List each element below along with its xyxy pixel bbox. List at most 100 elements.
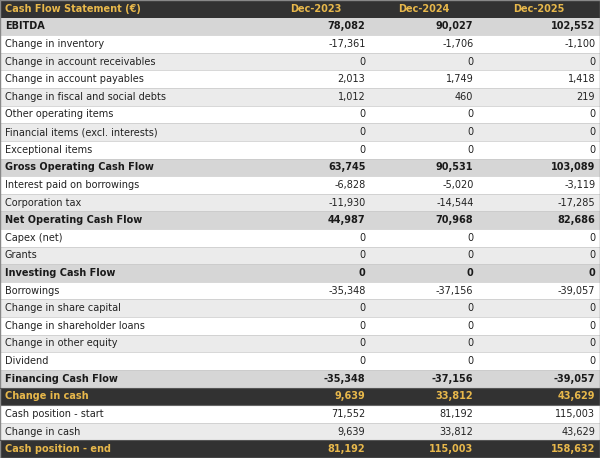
Text: EBITDA: EBITDA [5, 22, 44, 32]
Text: 71,552: 71,552 [331, 409, 365, 419]
Text: Change in account receivables: Change in account receivables [5, 57, 155, 67]
Text: 0: 0 [467, 109, 473, 120]
Bar [0, 370, 600, 387]
Bar [0, 71, 600, 88]
Text: 81,192: 81,192 [328, 444, 365, 454]
Text: 0: 0 [359, 233, 365, 243]
Text: 81,192: 81,192 [440, 409, 473, 419]
Text: -35,348: -35,348 [324, 374, 365, 384]
Text: Interest paid on borrowings: Interest paid on borrowings [5, 180, 139, 190]
Bar [0, 123, 600, 141]
Bar [0, 53, 600, 71]
Text: 43,629: 43,629 [562, 426, 595, 436]
Text: 0: 0 [589, 268, 595, 278]
Text: Dec-2023: Dec-2023 [290, 4, 341, 14]
Text: 63,745: 63,745 [328, 162, 365, 172]
Text: 0: 0 [589, 321, 595, 331]
Text: 44,987: 44,987 [328, 215, 365, 225]
Text: Change in cash: Change in cash [5, 391, 88, 401]
Text: 90,531: 90,531 [436, 162, 473, 172]
Text: -39,057: -39,057 [558, 286, 595, 296]
Text: Cash position - start: Cash position - start [5, 409, 103, 419]
Text: Corporation tax: Corporation tax [5, 197, 81, 207]
Text: Dec-2024: Dec-2024 [398, 4, 450, 14]
Text: 0: 0 [589, 57, 595, 67]
Text: 78,082: 78,082 [328, 22, 365, 32]
Text: Investing Cash Flow: Investing Cash Flow [5, 268, 115, 278]
Text: 0: 0 [467, 338, 473, 349]
Text: 0: 0 [467, 251, 473, 261]
Text: Change in account payables: Change in account payables [5, 74, 143, 84]
Text: -1,706: -1,706 [442, 39, 473, 49]
Text: 0: 0 [467, 321, 473, 331]
Bar [0, 441, 600, 458]
Text: 1,418: 1,418 [568, 74, 595, 84]
Text: 1,012: 1,012 [338, 92, 365, 102]
Text: -37,156: -37,156 [436, 286, 473, 296]
Text: 0: 0 [359, 268, 365, 278]
Text: 9,639: 9,639 [338, 426, 365, 436]
Text: Other operating items: Other operating items [5, 109, 113, 120]
Text: 90,027: 90,027 [436, 22, 473, 32]
Text: 219: 219 [577, 92, 595, 102]
Text: 0: 0 [467, 268, 473, 278]
Text: -39,057: -39,057 [554, 374, 595, 384]
Bar [0, 17, 600, 35]
Bar [0, 35, 600, 53]
Text: 0: 0 [359, 127, 365, 137]
Text: Change in other equity: Change in other equity [5, 338, 118, 349]
Text: Financial items (excl. interests): Financial items (excl. interests) [5, 127, 157, 137]
Text: 0: 0 [359, 338, 365, 349]
Text: 0: 0 [359, 57, 365, 67]
Text: Borrowings: Borrowings [5, 286, 59, 296]
Text: -37,156: -37,156 [432, 374, 473, 384]
Text: 0: 0 [467, 57, 473, 67]
Text: 2,013: 2,013 [338, 74, 365, 84]
Text: 0: 0 [589, 109, 595, 120]
Text: -17,361: -17,361 [328, 39, 365, 49]
Text: 0: 0 [467, 127, 473, 137]
Text: Net Operating Cash Flow: Net Operating Cash Flow [5, 215, 142, 225]
Text: 115,003: 115,003 [555, 409, 595, 419]
Text: Cash position - end: Cash position - end [5, 444, 111, 454]
Bar [0, 176, 600, 194]
Text: Change in inventory: Change in inventory [5, 39, 104, 49]
Text: 43,629: 43,629 [558, 391, 595, 401]
Bar [0, 212, 600, 229]
Text: Cash Flow Statement (€): Cash Flow Statement (€) [5, 4, 140, 14]
Text: 0: 0 [589, 145, 595, 155]
Text: Change in fiscal and social debts: Change in fiscal and social debts [5, 92, 166, 102]
Text: 0: 0 [359, 303, 365, 313]
Bar [0, 0, 600, 17]
Bar [0, 352, 600, 370]
Text: -11,930: -11,930 [328, 197, 365, 207]
Text: 0: 0 [467, 233, 473, 243]
Text: Dividend: Dividend [5, 356, 48, 366]
Text: 0: 0 [589, 127, 595, 137]
Text: 0: 0 [589, 338, 595, 349]
Bar [0, 387, 600, 405]
Text: Grants: Grants [5, 251, 38, 261]
Text: Capex (net): Capex (net) [5, 233, 62, 243]
Text: 0: 0 [359, 321, 365, 331]
Bar [0, 141, 600, 158]
Text: 0: 0 [467, 303, 473, 313]
Text: -14,544: -14,544 [436, 197, 473, 207]
Text: 158,632: 158,632 [551, 444, 595, 454]
Bar [0, 246, 600, 264]
Bar [0, 405, 600, 423]
Text: Change in shareholder loans: Change in shareholder loans [5, 321, 145, 331]
Text: -17,285: -17,285 [557, 197, 595, 207]
Text: 33,812: 33,812 [436, 391, 473, 401]
Bar [0, 264, 600, 282]
Text: 103,089: 103,089 [551, 162, 595, 172]
Text: 0: 0 [467, 356, 473, 366]
Text: -5,020: -5,020 [442, 180, 473, 190]
Text: 0: 0 [589, 356, 595, 366]
Text: 82,686: 82,686 [557, 215, 595, 225]
Text: -3,119: -3,119 [564, 180, 595, 190]
Text: 0: 0 [359, 251, 365, 261]
Text: 70,968: 70,968 [436, 215, 473, 225]
Bar [0, 158, 600, 176]
Text: 0: 0 [467, 145, 473, 155]
